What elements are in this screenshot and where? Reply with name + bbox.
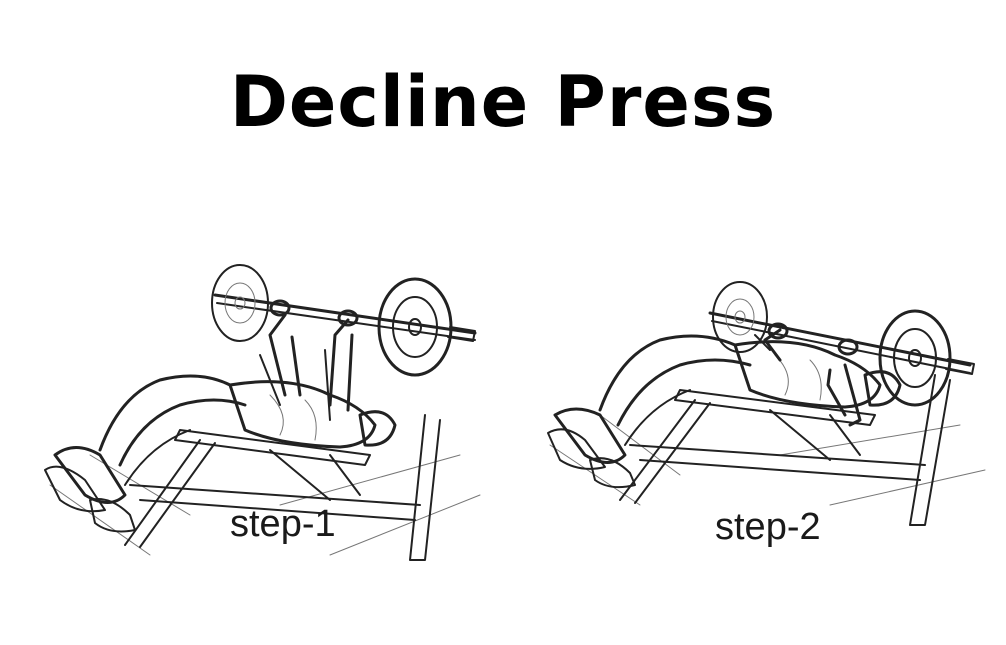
step-1-illustration (30, 255, 500, 575)
decline-press-bar-up-drawing (44, 264, 481, 561)
exercise-title: Decline Press (229, 61, 777, 143)
step-2-illustration (530, 255, 1000, 575)
step-1-label: step-1 (230, 503, 336, 545)
step-2-label: step-2 (715, 506, 821, 548)
decline-press-bar-down-drawing (547, 281, 986, 526)
